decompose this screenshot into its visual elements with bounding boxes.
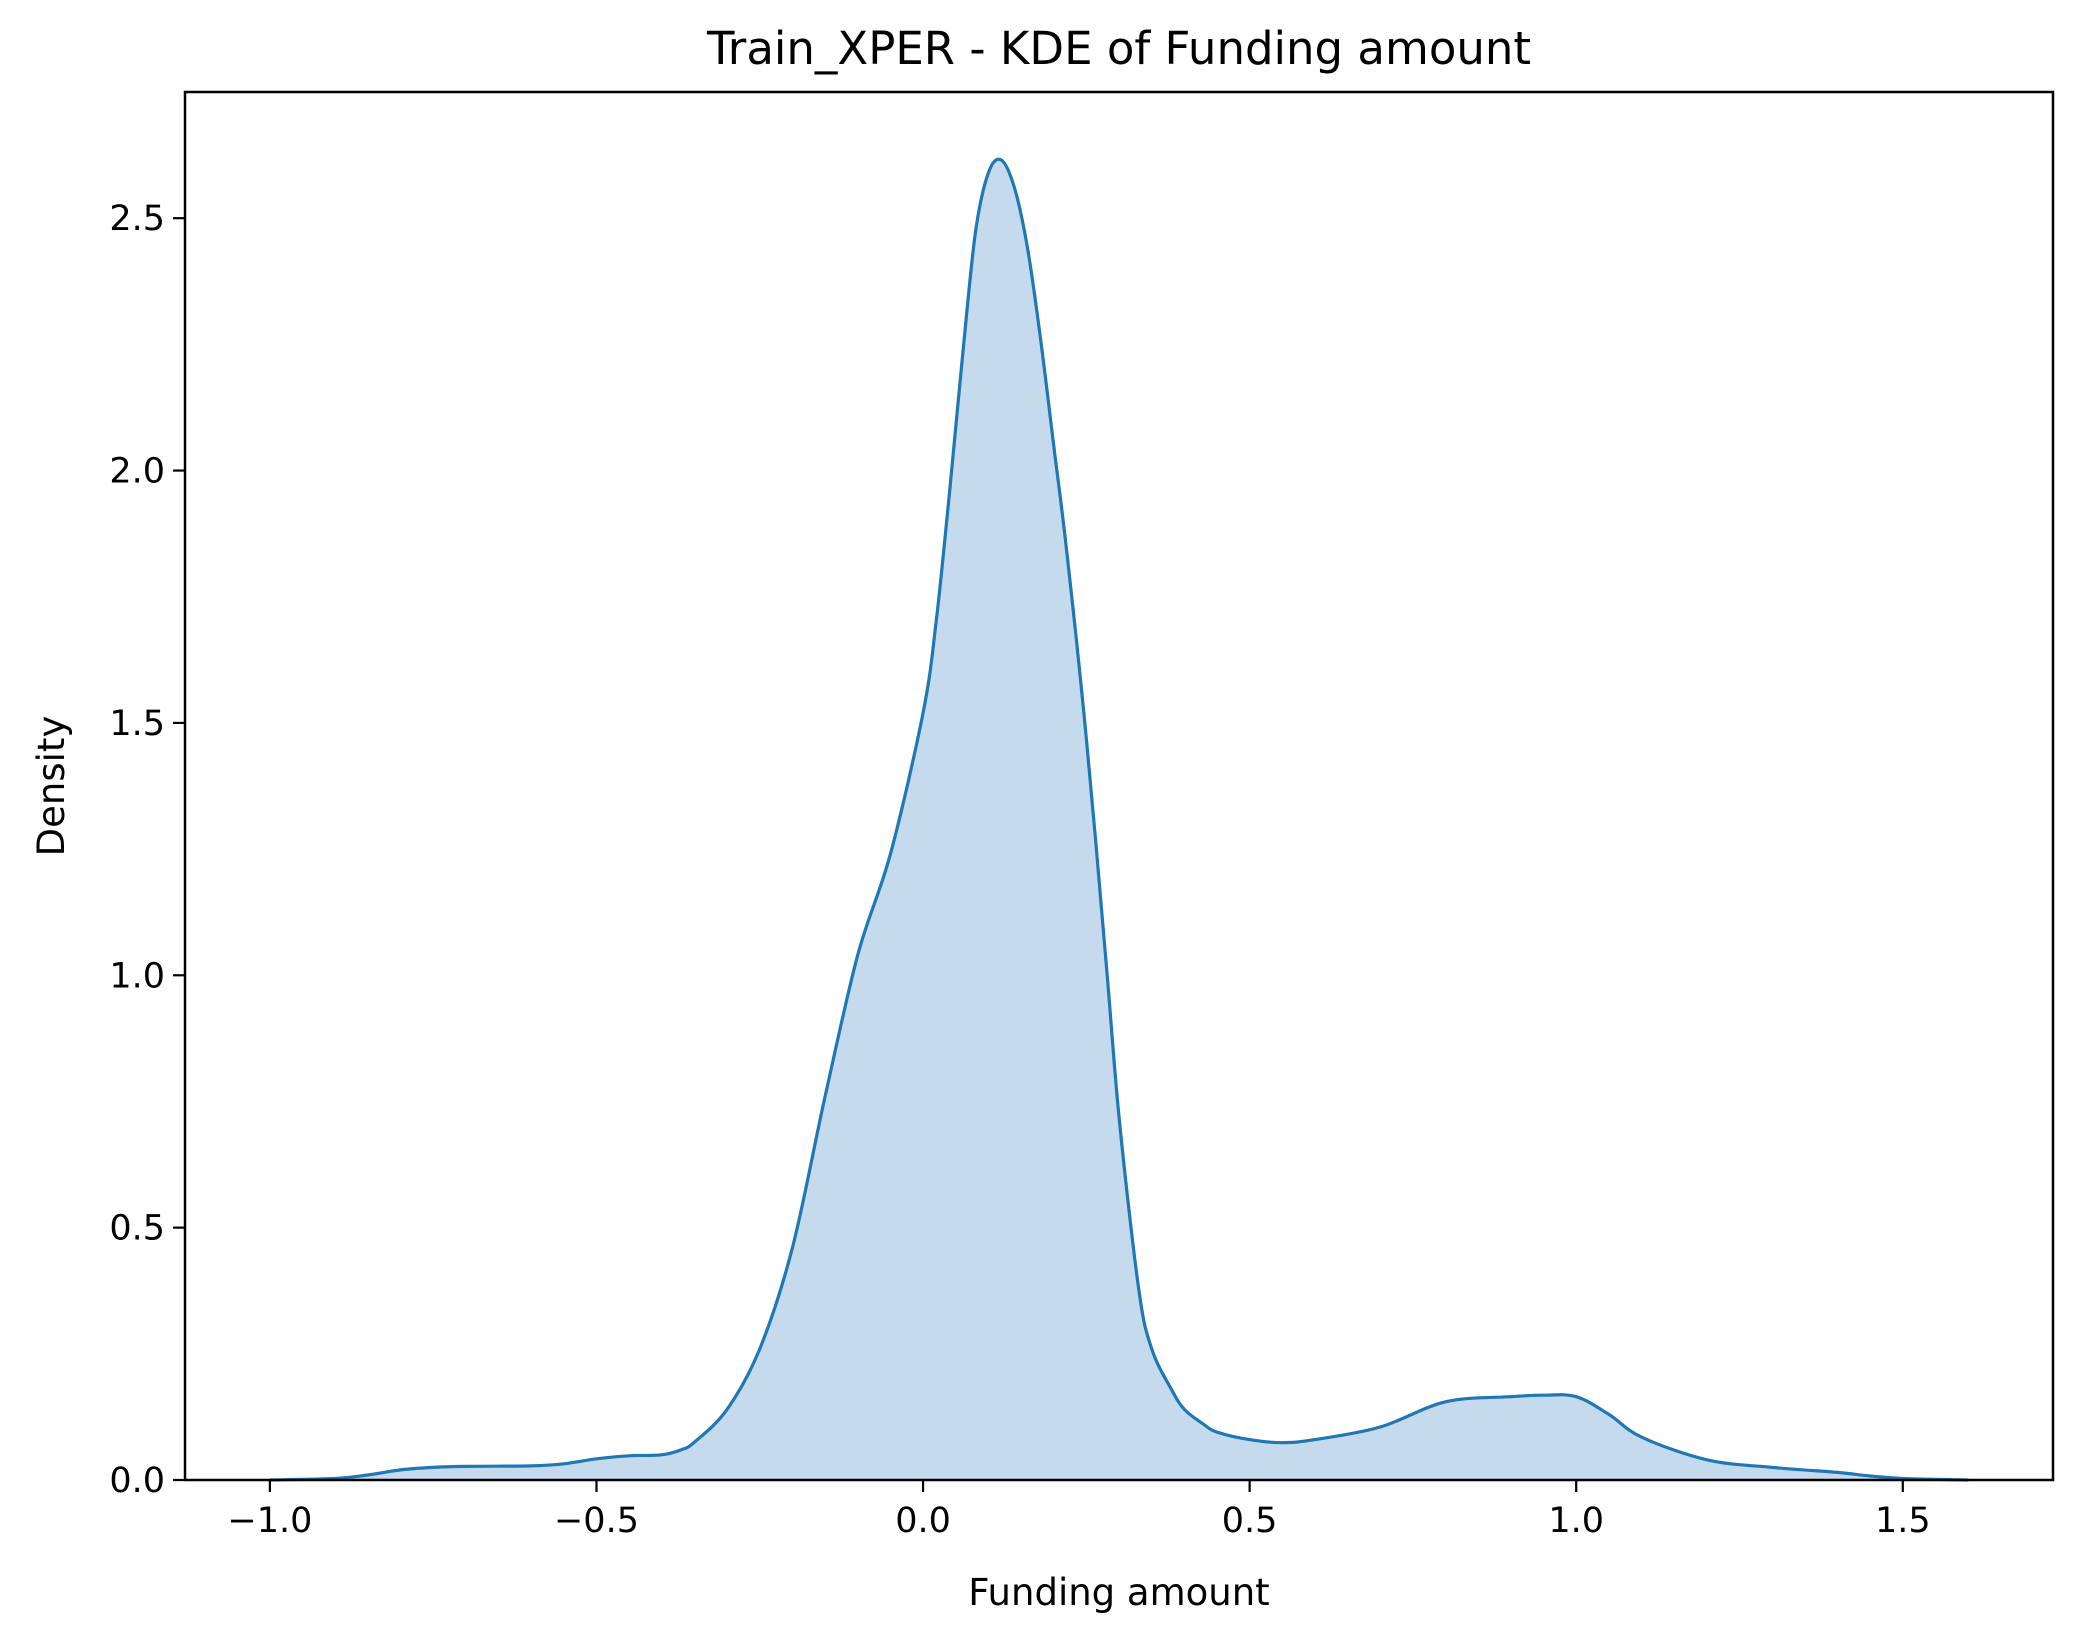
x-tick-label: −1.0: [227, 1501, 312, 1541]
kde-area-fill: [269, 159, 1969, 1480]
kde-line: [269, 157, 1969, 1482]
x-tick-label: 1.5: [1875, 1501, 1931, 1541]
x-tick-label: −0.5: [554, 1501, 639, 1541]
y-axis: 0.0 0.5 1.0 1.5 2.0 2.5: [109, 199, 185, 1501]
y-tick-label: 2.5: [109, 199, 165, 239]
y-tick-label: 0.0: [109, 1461, 165, 1501]
y-tick-label: 1.5: [109, 704, 165, 744]
y-tick-label: 2.0: [109, 452, 165, 492]
plot-area: [269, 157, 1969, 1482]
x-axis: −1.0 −0.5 0.0 0.5 1.0 1.5: [227, 1480, 1931, 1541]
x-axis-label: Funding amount: [968, 1571, 1269, 1614]
x-tick-label: 1.0: [1548, 1501, 1604, 1541]
y-axis-label: Density: [30, 716, 73, 857]
axes-frame: [183, 90, 2055, 1482]
x-tick-label: 0.0: [895, 1501, 951, 1541]
y-tick-label: 0.5: [109, 1209, 165, 1249]
x-tick-label: 0.5: [1222, 1501, 1278, 1541]
y-tick-label: 1.0: [109, 956, 165, 996]
chart-title: Train_XPER - KDE of Funding amount: [706, 22, 1531, 75]
